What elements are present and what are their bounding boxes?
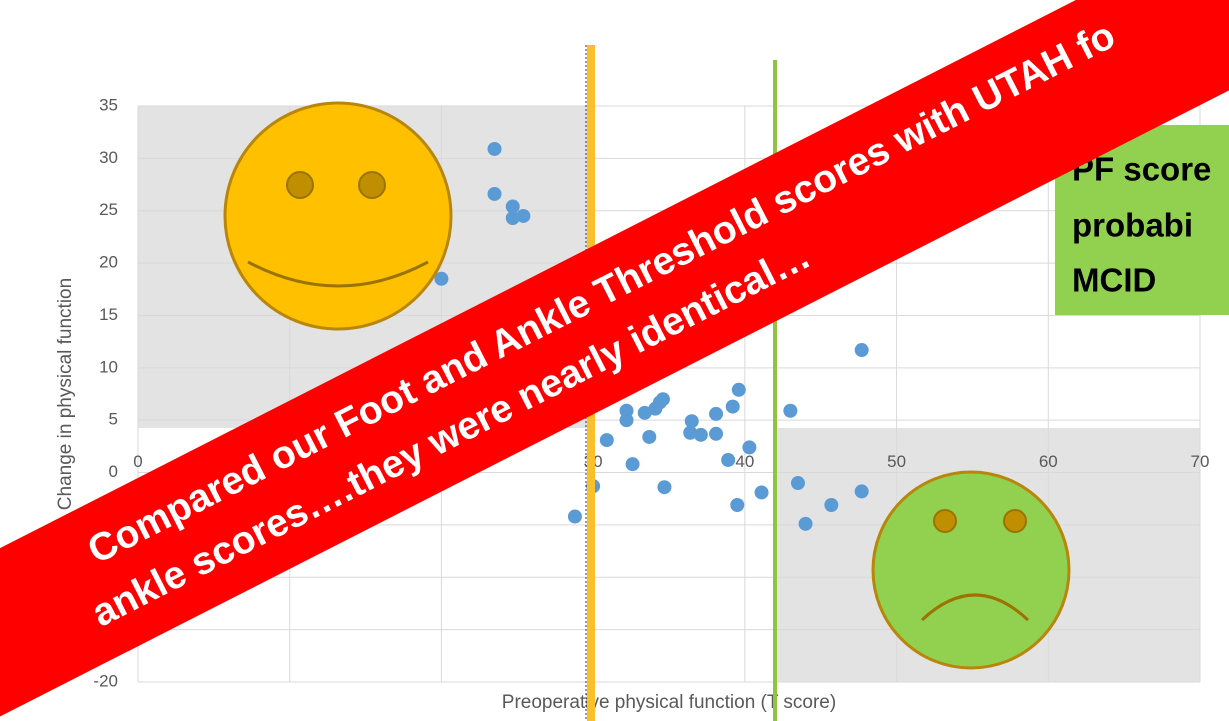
point [599,433,614,448]
point [487,186,502,201]
point [683,425,698,440]
eye [286,171,314,199]
point [731,382,746,397]
point [709,426,724,441]
callout-line: probabi [1072,207,1193,244]
eye [1003,509,1027,533]
callout-line: MCID [1072,262,1156,299]
point [567,509,582,524]
point [783,403,798,418]
point [657,480,672,495]
y-tick-label: 25 [99,200,118,219]
x-tick-label: 40 [735,452,754,471]
point [619,413,634,428]
point [487,141,502,156]
x-tick-label: 0 [133,452,142,471]
face [223,101,453,331]
x-tick-label: 70 [1191,452,1210,471]
y-tick-label: 35 [99,95,118,114]
x-axis-label: Preoperative physical function (T score) [502,692,836,713]
y-tick-label: 30 [99,148,118,167]
point [642,429,657,444]
point [790,476,805,491]
point [684,414,699,429]
point [721,452,736,467]
point [434,271,449,286]
point [854,484,869,499]
point [625,457,640,472]
point [725,399,740,414]
y-tick-label: -20 [93,671,118,690]
y-tick-label: 0 [109,462,118,481]
y-axis-label: Change in physical function [55,278,76,510]
frown [920,593,1030,622]
point [854,343,869,358]
point [693,427,708,442]
y-tick-label: 15 [99,305,118,324]
y-tick-label: 10 [99,357,118,376]
y-tick-label: 5 [109,410,118,429]
smile [247,260,429,288]
y-tick-label: 20 [99,253,118,272]
point [824,498,839,513]
point [709,406,724,421]
point [637,405,652,420]
face [871,470,1071,670]
x-tick-label: 50 [887,452,906,471]
eye [933,509,957,533]
point [730,498,745,513]
eye [358,171,386,199]
sad-face [871,470,1071,670]
point [742,440,757,455]
point [652,395,667,410]
happy-face [223,101,453,331]
point [754,485,769,500]
point [798,516,813,531]
point [505,211,520,226]
green-threshold [773,60,777,721]
x-tick-label: 60 [1039,452,1058,471]
point [505,199,520,214]
point [516,208,531,223]
